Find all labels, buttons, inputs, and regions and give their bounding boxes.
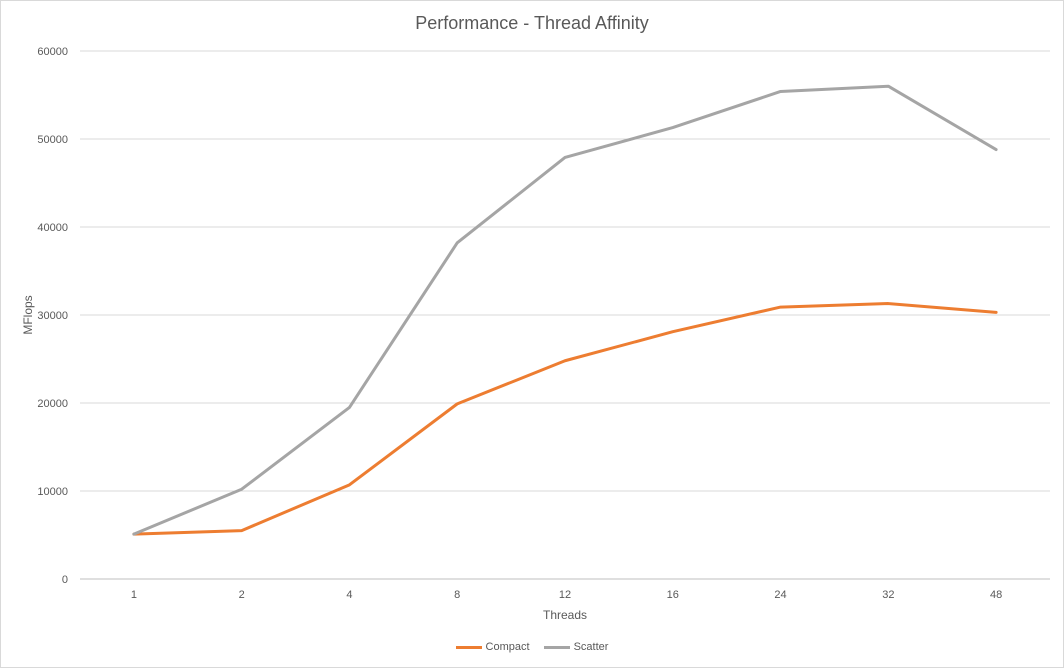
x-tick-label: 12 (559, 589, 571, 601)
x-tick-label: 32 (882, 589, 894, 601)
x-tick-label: 16 (667, 589, 679, 601)
legend-item-compact: Compact (455, 641, 530, 653)
x-tick-label: 8 (454, 589, 460, 601)
x-tick-label: 1 (131, 589, 137, 601)
series-line-compact (132, 302, 998, 536)
x-tick-label: 48 (990, 589, 1002, 601)
legend-item-scatter: Scatter (543, 641, 609, 653)
legend-swatch (455, 645, 482, 649)
legend: Compact Scatter (1, 641, 1063, 653)
y-tick-label: 30000 (37, 310, 68, 322)
y-tick-label: 50000 (37, 134, 68, 146)
y-tick-label: 20000 (37, 398, 68, 410)
legend-label: Scatter (573, 641, 609, 653)
x-tick-label: 2 (239, 589, 245, 601)
x-tick-label: 4 (346, 589, 352, 601)
y-tick-label: 0 (62, 574, 68, 586)
series-line-scatter (132, 84, 998, 536)
x-axis-title: Threads (543, 608, 587, 622)
legend-label: Compact (485, 641, 530, 653)
legend-swatch (543, 645, 570, 649)
y-tick-label: 40000 (37, 222, 68, 234)
chart-title: Performance - Thread Affinity (415, 13, 649, 33)
y-tick-label: 60000 (37, 46, 68, 58)
y-tick-label: 10000 (37, 486, 68, 498)
x-tick-label: 24 (774, 589, 786, 601)
y-axis-title: MFlops (21, 295, 35, 334)
